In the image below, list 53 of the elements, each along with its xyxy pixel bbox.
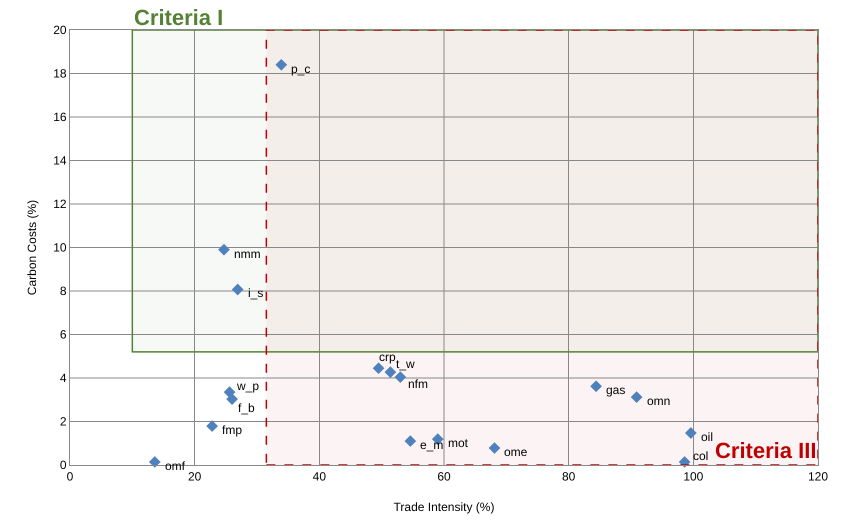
point — [630, 391, 642, 403]
x-tick-label: 100 — [683, 469, 704, 484]
y-axis-title: Carbon Costs (%) — [25, 200, 39, 296]
annotation: t_w — [396, 357, 416, 371]
annotation: col — [693, 449, 708, 463]
band-label: Criteria I — [134, 5, 224, 30]
y-tick-label: 12 — [53, 197, 67, 212]
y-tick-label: 6 — [60, 328, 67, 342]
point — [372, 362, 384, 374]
y-tick-label: 18 — [53, 66, 67, 81]
x-axis-title: Trade Intensity (%) — [394, 500, 494, 514]
point — [394, 371, 406, 383]
annotation: omf — [165, 459, 186, 473]
y-tick-label: 14 — [53, 154, 67, 168]
annotation: ome — [504, 445, 528, 459]
x-tick-label: 20 — [188, 469, 202, 484]
point — [384, 366, 396, 378]
point — [678, 456, 690, 468]
y-tick-label: 16 — [53, 110, 67, 124]
point — [206, 420, 218, 432]
y-tick-label: 4 — [60, 371, 67, 386]
y-tick-label: 8 — [60, 284, 67, 298]
point — [218, 244, 230, 256]
point — [590, 380, 602, 392]
annotation: oil — [701, 430, 714, 444]
point — [232, 284, 244, 296]
annotation: omn — [647, 394, 670, 408]
annotation: nmm — [234, 247, 261, 261]
y-tick-label: 2 — [60, 414, 67, 429]
point — [148, 456, 161, 468]
point — [404, 435, 416, 447]
x-tick-label: 120 — [808, 469, 828, 484]
point — [275, 58, 288, 71]
y-tick-label: 10 — [53, 240, 67, 255]
annotation: f_b — [238, 401, 256, 415]
point — [226, 393, 238, 405]
annotation: gas — [606, 383, 626, 397]
y-tick-label: 20 — [53, 23, 67, 38]
band-label: Criteria III — [715, 438, 816, 463]
annotation: nfm — [408, 377, 428, 391]
x-tick-label: 40 — [312, 469, 326, 484]
annotation: crp — [379, 350, 396, 364]
annotation: e_m — [420, 438, 444, 452]
y-tick-label: 0 — [60, 458, 67, 472]
x-tick-label: 60 — [437, 469, 451, 484]
annotation: w_p — [236, 379, 260, 393]
annotation: p_c — [291, 62, 310, 76]
x-tick-label: 80 — [562, 469, 576, 484]
point — [684, 427, 697, 439]
point — [488, 442, 500, 454]
annotation: fmp — [222, 423, 242, 437]
annotation: mot — [448, 436, 469, 450]
annotation: i_s — [248, 286, 264, 300]
